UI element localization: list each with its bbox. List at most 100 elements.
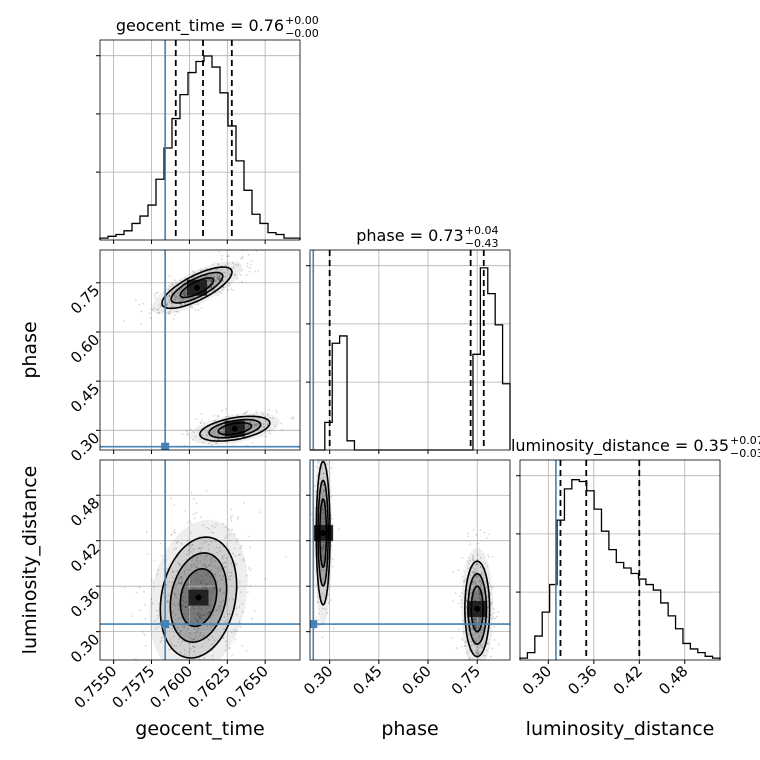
sample-point bbox=[324, 417, 326, 419]
sample-point bbox=[192, 645, 195, 648]
sample-point bbox=[201, 574, 204, 577]
sample-point bbox=[210, 559, 212, 561]
sample-point bbox=[471, 558, 474, 561]
sample-point bbox=[200, 617, 203, 619]
sample-point bbox=[229, 613, 231, 616]
sample-point bbox=[189, 648, 192, 651]
sample-point bbox=[474, 633, 477, 635]
sample-point bbox=[487, 642, 490, 644]
sample-point bbox=[322, 489, 325, 492]
sample-point bbox=[322, 472, 325, 475]
sample-point bbox=[323, 455, 325, 457]
sample-point bbox=[488, 533, 490, 536]
sample-point bbox=[285, 556, 287, 558]
sample-point bbox=[231, 528, 234, 531]
sample-point bbox=[206, 613, 209, 615]
sample-point bbox=[214, 573, 217, 575]
sample-point bbox=[469, 559, 471, 562]
sample-point bbox=[152, 666, 154, 668]
sample-point bbox=[216, 277, 219, 279]
sample-point bbox=[210, 444, 213, 446]
sample-point bbox=[166, 568, 169, 571]
sample-point bbox=[201, 434, 204, 436]
sample-point bbox=[200, 422, 202, 424]
sample-point bbox=[154, 619, 156, 622]
sample-point bbox=[320, 540, 323, 543]
sample-point bbox=[193, 637, 195, 640]
sample-point bbox=[218, 421, 221, 424]
sample-point bbox=[497, 611, 499, 613]
sample-point bbox=[318, 454, 320, 456]
sample-point bbox=[317, 454, 319, 456]
sample-point bbox=[221, 289, 224, 291]
sample-point bbox=[157, 312, 160, 314]
sample-point bbox=[205, 587, 207, 590]
sample-point bbox=[205, 555, 207, 558]
truth-marker-0-2 bbox=[161, 620, 170, 629]
sample-point bbox=[175, 644, 178, 647]
sample-point bbox=[493, 639, 496, 641]
sample-point bbox=[225, 557, 228, 559]
sample-point bbox=[223, 271, 226, 274]
sample-point bbox=[322, 545, 325, 547]
sample-point bbox=[217, 277, 219, 279]
sample-point bbox=[217, 415, 219, 417]
sample-point bbox=[188, 544, 191, 547]
sample-point bbox=[480, 646, 483, 648]
sample-point bbox=[175, 593, 177, 596]
sample-point bbox=[327, 593, 329, 596]
sample-point bbox=[194, 632, 196, 634]
sample-point bbox=[457, 569, 460, 571]
sample-point bbox=[217, 294, 219, 297]
sample-point bbox=[223, 628, 225, 631]
sample-point bbox=[320, 569, 323, 572]
sample-point bbox=[175, 666, 177, 668]
density-peak-dot-1-2 bbox=[474, 605, 481, 612]
sample-point bbox=[472, 580, 475, 583]
xtick-label-phase: 0.30 bbox=[300, 662, 336, 698]
sample-point bbox=[171, 533, 173, 536]
sample-point bbox=[187, 609, 190, 612]
sample-point bbox=[484, 562, 487, 565]
sample-point bbox=[187, 549, 190, 552]
sample-point bbox=[205, 586, 208, 589]
sample-point bbox=[190, 551, 193, 553]
sample-point bbox=[227, 269, 230, 271]
sample-point bbox=[235, 607, 238, 610]
sample-point bbox=[213, 432, 216, 435]
sample-point bbox=[462, 665, 464, 667]
sample-point bbox=[201, 542, 203, 545]
sample-point bbox=[207, 611, 210, 614]
sample-point bbox=[203, 586, 206, 588]
sample-point bbox=[222, 563, 225, 565]
contour-line-1-2 bbox=[470, 585, 484, 633]
sample-point bbox=[219, 609, 222, 612]
sample-point bbox=[193, 497, 195, 500]
sample-point bbox=[249, 569, 252, 571]
sample-point bbox=[182, 298, 185, 301]
sample-point bbox=[224, 566, 227, 568]
sample-point bbox=[179, 630, 182, 633]
ytick-label-luminosity_distance: 0.48 bbox=[67, 494, 103, 530]
sample-point bbox=[461, 575, 464, 578]
sample-point bbox=[181, 298, 184, 300]
sample-point bbox=[249, 267, 251, 269]
sample-point bbox=[171, 283, 174, 286]
sample-point bbox=[233, 547, 236, 550]
sample-point bbox=[472, 571, 474, 573]
sample-point bbox=[192, 665, 194, 667]
sample-point bbox=[155, 292, 158, 294]
sample-point bbox=[241, 602, 244, 605]
sample-point bbox=[217, 415, 220, 418]
sample-point bbox=[176, 540, 179, 543]
sample-point bbox=[463, 579, 466, 582]
sample-point bbox=[172, 284, 175, 287]
hist-frame-geocent_time bbox=[99, 39, 301, 241]
sample-point bbox=[476, 650, 478, 653]
sample-point bbox=[191, 296, 193, 299]
sample-point bbox=[241, 269, 243, 271]
sample-point bbox=[475, 621, 477, 623]
sample-point bbox=[192, 645, 195, 647]
sample-point bbox=[209, 596, 211, 599]
sample-point bbox=[249, 585, 252, 587]
